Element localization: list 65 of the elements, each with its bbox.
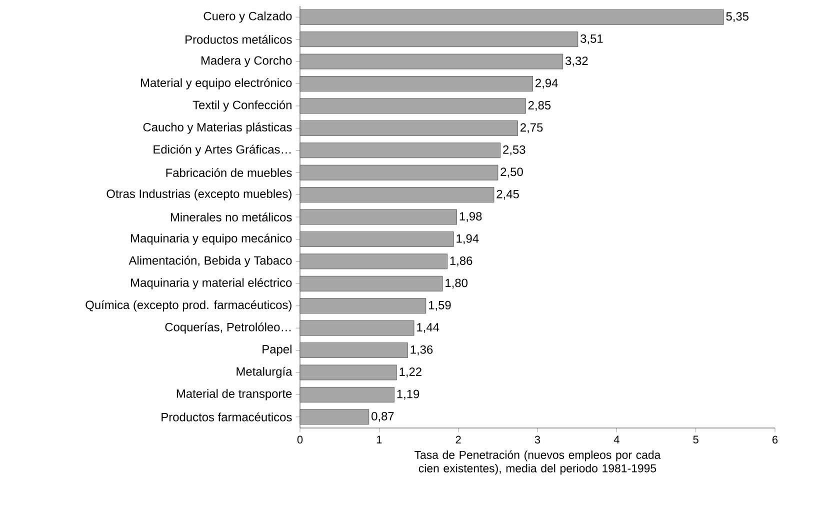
y-tick-label: Alimentación, Bebida y Tabaco [128, 256, 292, 268]
bar [300, 342, 408, 358]
data-label: 2,75 [520, 123, 543, 134]
y-tick-label: Papel [262, 344, 292, 356]
data-label: 1,80 [446, 278, 468, 289]
y-tick-label: Productos farmacéuticos [162, 412, 292, 422]
bar [300, 76, 533, 92]
data-label: 3,32 [565, 56, 588, 66]
data-label: 2,53 [503, 145, 526, 156]
x-tick-label: 3 [534, 436, 540, 444]
y-tick-label: Coquerías, Petrolóleo… [165, 322, 291, 334]
bar [300, 232, 454, 247]
bar [300, 187, 494, 202]
bar [300, 298, 426, 314]
bar [300, 254, 448, 270]
data-label: 1,59 [428, 300, 451, 311]
data-label: 1,94 [456, 234, 479, 244]
y-tick-label: Material de transporte [176, 389, 292, 400]
bar [300, 9, 724, 25]
bar [300, 386, 394, 402]
data-label: 1,98 [460, 212, 482, 222]
data-label: 1,86 [450, 256, 472, 266]
bar [300, 164, 498, 180]
y-tick-label: Cuero y Calzado [204, 12, 292, 23]
bar [300, 364, 397, 380]
bar [300, 142, 500, 158]
data-label: 2,50 [500, 168, 523, 178]
x-tick-label: 2 [456, 436, 461, 444]
bar [300, 276, 443, 292]
y-tick-label: Maquinaria y equipo mecánico [131, 234, 292, 245]
data-label: 1,44 [417, 323, 440, 333]
data-label: 1,36 [410, 345, 433, 356]
x-tick-label: 1 [376, 436, 382, 444]
data-label: 5,35 [726, 12, 749, 22]
y-tick-label: Textil y Confección [192, 100, 292, 112]
y-tick-label: Maquinaria y material eléctrico [131, 278, 292, 290]
y-tick-label: Productos metálicos [186, 34, 292, 44]
bar [300, 32, 578, 48]
y-tick-label: Fabricación de muebles [166, 168, 292, 178]
data-label: 2,94 [536, 78, 558, 89]
y-tick-label: Química (excepto prod. farmacéuticos) [86, 300, 292, 312]
bar [300, 409, 370, 425]
y-tick-label: Madera y Corcho [202, 56, 292, 68]
data-label: 0,87 [372, 412, 394, 422]
data-label: 3,51 [580, 34, 603, 44]
y-tick-label: Caucho y Materias plásticas [143, 122, 292, 134]
data-label: 1,22 [400, 368, 422, 378]
bar [300, 320, 414, 336]
data-label: 1,19 [397, 390, 420, 400]
y-tick-label: Material y equipo electrónico [141, 78, 292, 90]
y-tick-label: Metalurgía [236, 366, 292, 378]
x-tick-label: 5 [693, 436, 698, 444]
data-label: 2,85 [528, 101, 551, 111]
x-tick-label: 0 [297, 436, 303, 444]
bar [300, 209, 457, 225]
y-tick-label: Edición y Artes Gráficas… [154, 144, 291, 156]
bar [300, 54, 564, 70]
x-axis-title: Tasa de Penetración (nuevos empleos por cada cien existentes), media del periodo 1981-1995 [414, 450, 661, 475]
y-tick-label: Minerales no metálicos [170, 212, 292, 222]
data-label: 2,45 [496, 190, 519, 200]
bar [300, 120, 518, 136]
y-tick-label: Otras Industrias (excepto muebles) [106, 189, 292, 200]
x-tick-label: 4 [614, 436, 620, 444]
x-tick-label: 6 [772, 436, 778, 444]
bar [300, 98, 526, 114]
